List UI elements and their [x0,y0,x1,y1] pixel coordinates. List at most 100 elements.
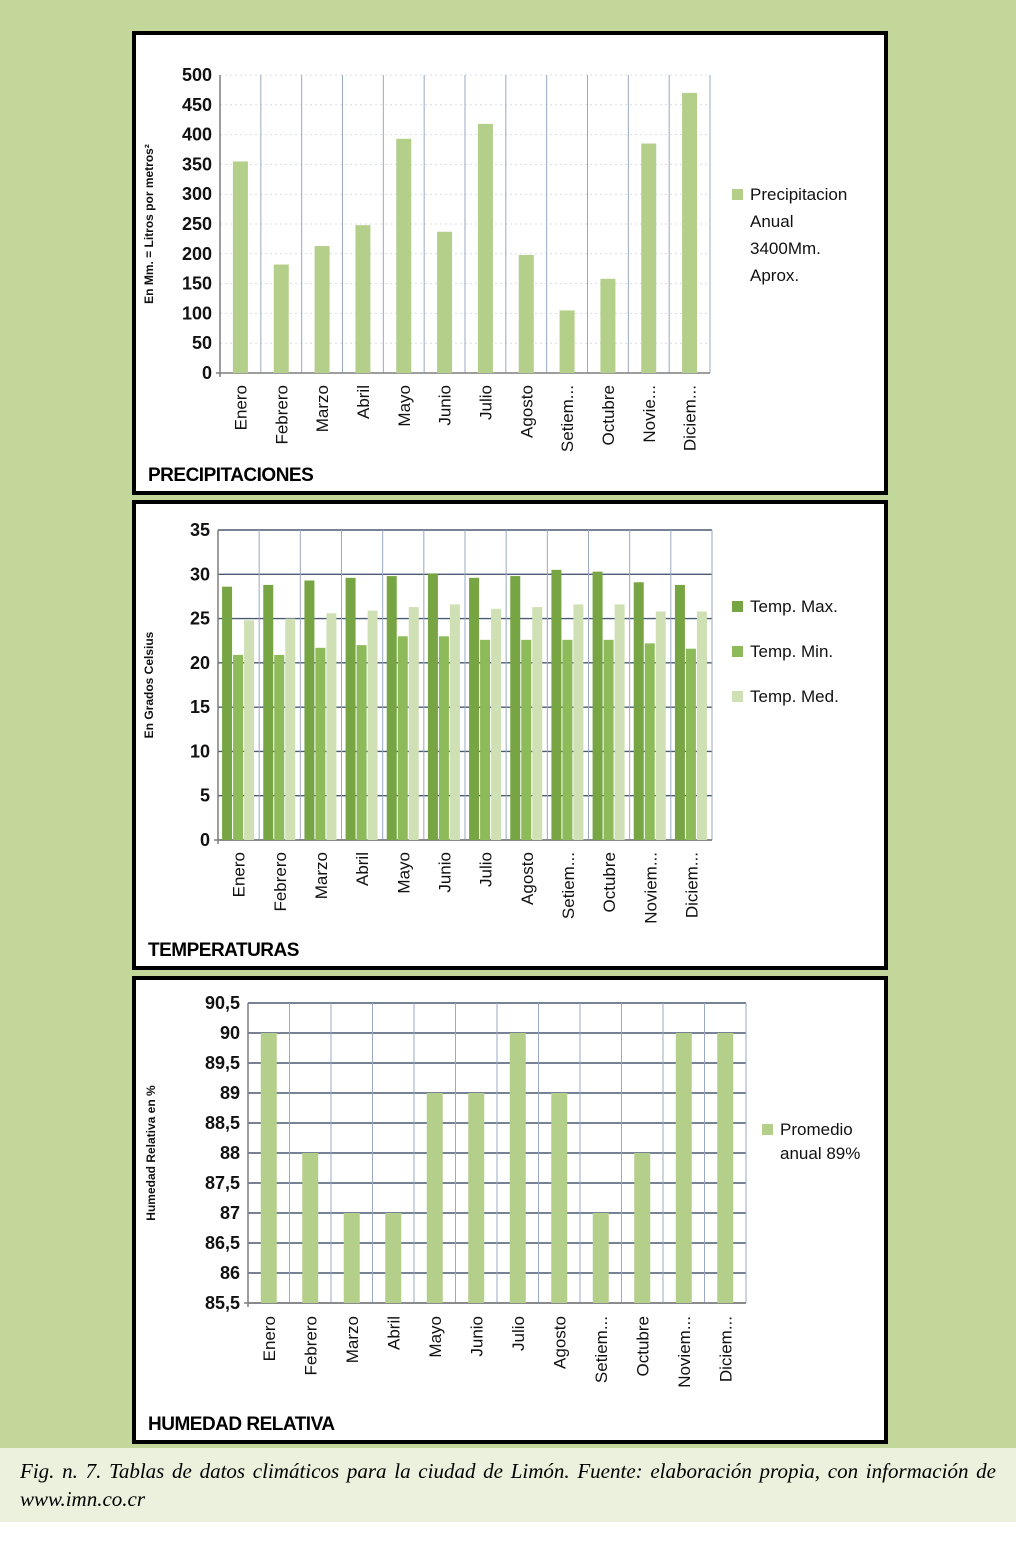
bar [685,648,696,840]
y-axis-title: Humedad Relativa en % [144,1085,158,1221]
x-category-label: Febrero [272,385,291,445]
bar [273,264,289,373]
x-category-label: Abril [384,1316,403,1350]
y-tick-label: 200 [182,244,212,264]
bar [603,639,614,840]
legend-swatch [732,691,743,702]
humidity-chart-panel: 85,5 86 86,5 87 87,5 88 88,5 89 89,5 90 90,5 Humeda… [132,976,888,1444]
legend-label: Temp. Min. [750,642,833,661]
bar [355,225,371,373]
y-tick-label: 87,5 [205,1173,240,1193]
bar [592,1213,609,1303]
bar [356,645,367,840]
y-tick-label: 90,5 [205,993,240,1013]
precipitation-chart-panel: 0 50 100 150 200 250 300 350 400 450 500 En Mm. = L… [132,31,888,495]
y-tick-label: 25 [190,609,210,629]
y-tick-label: 86 [220,1263,240,1283]
y-tick-label: 450 [182,95,212,115]
legend-label: Promedio [780,1120,853,1139]
bar [641,143,657,373]
legend-label: 3400Mm. [750,239,821,258]
bar [509,1033,526,1303]
bar [480,639,491,840]
bar [592,571,603,840]
x-category-label: Julio [477,852,496,887]
x-category-label: Mayo [426,1316,445,1358]
y-tick-label: 35 [190,520,210,540]
x-category-label: Agosto [517,385,536,438]
bar [315,647,326,840]
y-tick-label: 10 [190,741,210,761]
temperature-panel-title: TEMPERATURAS [148,940,299,961]
legend-label: anual 89% [780,1144,860,1163]
bar [222,586,233,840]
figure-caption: Fig. n. 7. Tablas de datos climáticos pa… [20,1459,996,1511]
y-tick-label: 150 [182,274,212,294]
bar [263,584,274,840]
x-category-label: Diciem... [681,385,700,451]
x-category-label: Enero [231,385,250,430]
y-tick-label: 20 [190,653,210,673]
bar [491,608,502,840]
bar [437,231,453,373]
bar [573,604,584,840]
x-category-label: Setiem... [559,852,578,919]
x-category-label: Enero [230,852,249,897]
bar [304,580,315,840]
x-category-label: Marzo [313,385,332,432]
x-category-label: Agosto [550,1316,569,1369]
y-tick-label: 15 [190,697,210,717]
legend-label: Anual [750,212,793,231]
y-tick-label: 87 [220,1203,240,1223]
bar [260,1033,277,1303]
bar [314,246,330,373]
x-category-label: Enero [260,1316,279,1361]
x-category-label: Febrero [271,852,290,912]
x-category-label: Novie... [640,385,659,443]
bar [397,636,408,840]
bar [717,1033,734,1303]
y-tick-label: 88,5 [205,1113,240,1133]
bar [408,607,419,840]
y-tick-label: 90 [220,1023,240,1043]
legend-swatch [762,1124,773,1135]
y-tick-label: 100 [182,303,212,323]
x-category-label: Noviem... [675,1316,694,1388]
temperature-chart: 0 5 10 15 20 25 30 35 En Grados Celsius Enero Febr… [142,520,839,924]
bar [562,639,573,840]
legend-label: Precipitacion [750,185,847,204]
x-category-label: Marzo [312,852,331,899]
legend-swatch [732,601,743,612]
humidity-chart: 85,5 86 86,5 87 87,5 88 88,5 89 89,5 90 90,5 Humeda… [144,993,860,1388]
x-category-label: Setiem... [558,385,577,452]
y-axis-title: En Mm. = Litros por metros² [142,144,156,304]
bar [551,1093,568,1303]
bar [326,613,337,840]
bar [438,636,449,840]
bar [518,254,534,373]
bar [386,576,397,840]
bar [367,610,378,840]
y-tick-label: 400 [182,125,212,145]
bar [274,654,285,840]
legend-label: Temp. Med. [750,687,839,706]
caption-band [0,1448,1016,1522]
bar [600,278,616,373]
bar [244,620,255,840]
x-category-label: Octubre [633,1316,652,1376]
precipitation-panel-title: PRECIPITACIONES [148,465,314,486]
y-tick-label: 86,5 [205,1233,240,1253]
bar [426,1093,443,1303]
bar [427,573,438,840]
bar [682,92,698,373]
bar [468,1093,485,1303]
x-category-label: Junio [467,1316,486,1357]
bar [510,576,521,840]
y-tick-label: 50 [192,333,212,353]
bar [469,577,480,840]
y-tick-label: 89 [220,1083,240,1103]
x-category-label: Julio [509,1316,528,1351]
bar [345,577,356,840]
bar [532,607,543,840]
bar [634,1153,651,1303]
